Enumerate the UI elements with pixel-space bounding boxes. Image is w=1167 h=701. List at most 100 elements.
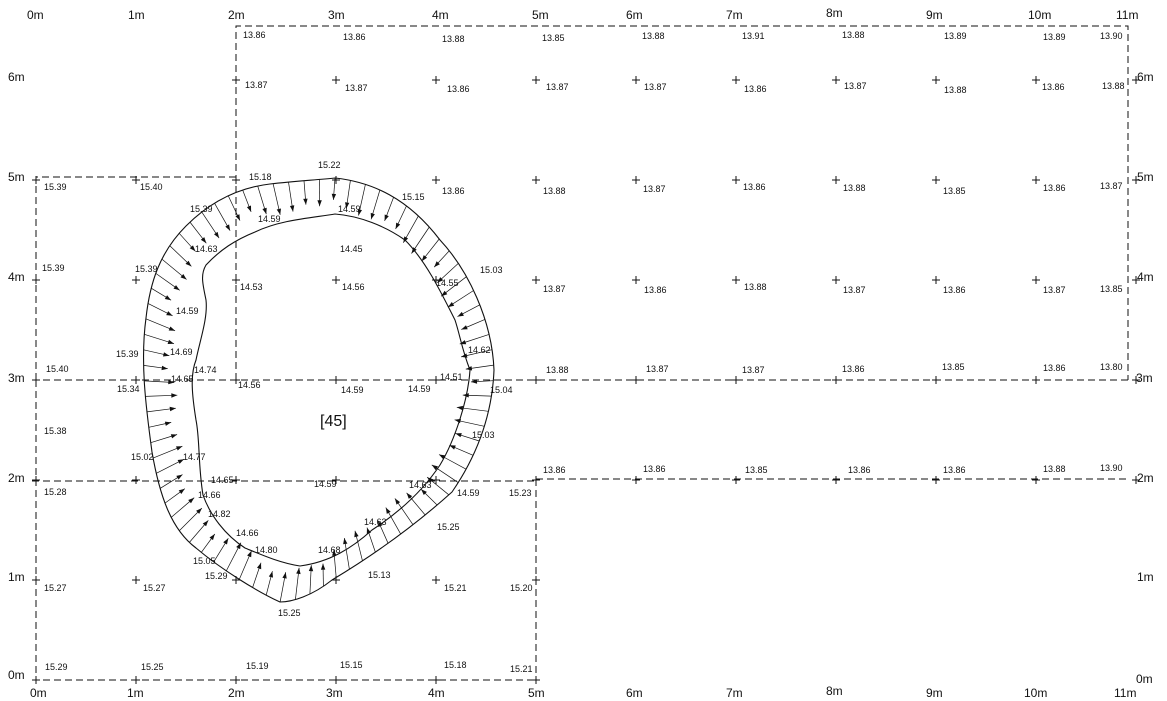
spot-level: 13.86 <box>543 465 566 475</box>
x-axis-label-top: 3m <box>328 8 345 22</box>
spot-level: 13.85 <box>1100 284 1123 294</box>
hachure-head <box>188 497 195 504</box>
spot-level: 13.86 <box>943 465 966 475</box>
x-axis-label-bottom: 2m <box>228 686 245 700</box>
spot-level: 15.21 <box>444 583 467 593</box>
hachure-head <box>320 563 326 570</box>
spot-level: 14.62 <box>468 345 491 355</box>
y-axis-label-right: 6m <box>1137 70 1154 84</box>
spot-level: 13.88 <box>842 30 865 40</box>
hachure-head <box>235 214 240 221</box>
hachure-head <box>180 274 187 280</box>
x-axis-label-bottom: 11m <box>1114 686 1136 700</box>
x-axis-label-top: 10m <box>1028 8 1051 22</box>
x-axis-label-bottom: 8m <box>826 684 843 698</box>
hachure-head <box>427 477 434 483</box>
spot-level: 13.90 <box>1100 463 1123 473</box>
spot-level: 14.59 <box>341 385 364 395</box>
hachure-head <box>176 474 183 480</box>
spot-level: 15.25 <box>141 662 164 672</box>
spot-level: 15.15 <box>340 660 363 670</box>
hachure-head <box>170 434 178 439</box>
spot-level: 14.66 <box>198 490 221 500</box>
hachure-head <box>173 285 180 291</box>
spot-level: 15.13 <box>368 570 391 580</box>
y-axis-label-right: 5m <box>1137 170 1154 184</box>
spot-level: 15.05 <box>193 556 216 566</box>
x-axis-label-top: 11m <box>1116 8 1138 22</box>
spot-level: 13.85 <box>745 465 768 475</box>
spot-level: 13.85 <box>942 362 965 372</box>
hachure-head <box>262 207 267 215</box>
hachure-head <box>176 446 183 451</box>
spot-level: 13.88 <box>843 183 866 193</box>
spot-level: 14.59 <box>314 479 337 489</box>
spot-level: 15.15 <box>402 192 425 202</box>
hachure-head <box>202 520 209 527</box>
hachure-head <box>357 209 362 216</box>
spot-level: 14.59 <box>176 306 199 316</box>
spot-level: 14.56 <box>238 380 261 390</box>
hachure-head <box>268 571 273 578</box>
spot-level: 13.87 <box>646 364 669 374</box>
hachure-head <box>303 198 308 205</box>
spot-level: 13.87 <box>742 365 765 375</box>
hachure-head <box>456 405 463 411</box>
hachure-head <box>257 562 262 570</box>
hachure-head <box>209 534 215 541</box>
spot-level: 15.21 <box>510 664 533 674</box>
x-axis-label-top: 8m <box>826 6 843 20</box>
hachure-head <box>378 520 383 527</box>
spot-level: 14.55 <box>436 278 459 288</box>
spot-level: 13.86 <box>1043 183 1066 193</box>
spot-level: 14.56 <box>342 282 365 292</box>
y-axis-label-left: 1m <box>8 570 25 584</box>
slope-hachures <box>143 177 494 603</box>
hachure-head <box>411 247 417 254</box>
context-number-label: [45] <box>320 413 347 430</box>
hachure-head <box>276 208 281 215</box>
spot-level: 15.29 <box>45 662 68 672</box>
spot-level: 13.85 <box>542 33 565 43</box>
spot-level: 15.39 <box>116 349 139 359</box>
spot-level: 13.85 <box>943 186 966 196</box>
spot-level: 15.27 <box>44 583 67 593</box>
x-axis-label-top: 5m <box>532 8 549 22</box>
spot-level: 15.34 <box>117 384 140 394</box>
hachure-head <box>459 340 467 345</box>
hachure-head <box>449 445 456 450</box>
spot-level: 13.88 <box>642 31 665 41</box>
y-axis-label-left: 4m <box>8 270 25 284</box>
spot-level: 14.53 <box>240 282 263 292</box>
spot-level: 13.86 <box>343 32 366 42</box>
spot-level: 15.39 <box>190 204 213 214</box>
hachure-head <box>343 538 348 545</box>
spot-level: 15.40 <box>140 182 163 192</box>
hachure-head <box>345 202 350 209</box>
y-axis-label-right: 2m <box>1137 471 1154 485</box>
hachure-head <box>439 454 446 460</box>
x-axis-label-bottom: 7m <box>726 686 743 700</box>
spot-level: 15.18 <box>444 660 467 670</box>
spot-level: 13.86 <box>643 464 666 474</box>
x-axis-label-bottom: 0m <box>30 686 47 700</box>
spot-level: 15.39 <box>135 264 158 274</box>
grid-crosses <box>32 76 1140 684</box>
hachure-head <box>196 508 202 514</box>
spot-level: 15.20 <box>510 583 533 593</box>
hachure-head <box>394 498 401 505</box>
hachure-head <box>223 538 229 545</box>
spot-level: 14.82 <box>208 509 231 519</box>
y-axis-label-right: 4m <box>1137 270 1154 284</box>
spot-level: 15.25 <box>437 522 460 532</box>
spot-level: 13.87 <box>546 82 569 92</box>
spot-level: 13.87 <box>843 285 866 295</box>
spot-level: 14.80 <box>255 545 278 555</box>
spot-level: 13.86 <box>1043 363 1066 373</box>
spot-level: 14.59 <box>457 488 480 498</box>
hachure-head <box>289 205 295 212</box>
spot-level: 13.90 <box>1100 31 1123 41</box>
x-axis-label-bottom: 5m <box>528 686 545 700</box>
spot-level: 14.59 <box>258 214 281 224</box>
